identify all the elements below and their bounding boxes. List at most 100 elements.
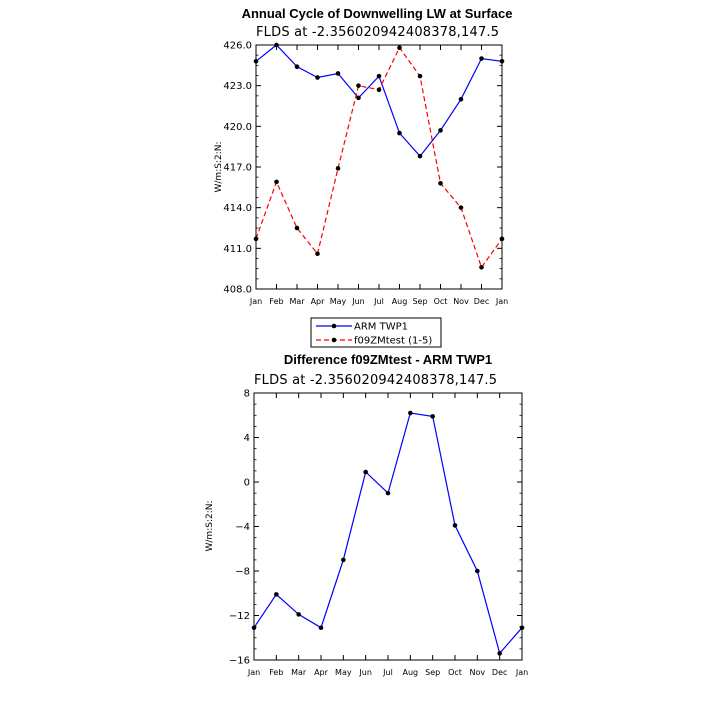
chart-top-ytick-label: 423.0 — [223, 81, 252, 92]
chart-top-xtick-label: Sep — [412, 297, 427, 306]
chart-top-data-point — [417, 153, 423, 159]
chart-top-data-point — [479, 265, 484, 270]
chart-top-ytick-label: 417.0 — [223, 163, 252, 174]
chart-bottom-xtick-label: Feb — [269, 668, 283, 677]
chart-bottom: Difference f09ZMtest - ARM TWP1 FLDS at … — [205, 352, 528, 677]
chart-bottom-xtick-label: Mar — [291, 668, 307, 677]
chart-top-y-axis: 408.0 411.0 414.0 417.0 420.0 423.0 426.0 — [223, 41, 502, 296]
chart-top-xtick-label: Jan — [495, 297, 508, 306]
chart-top-data-point — [274, 42, 279, 48]
chart-top-data-point — [479, 56, 484, 61]
chart-bottom-data-point — [251, 625, 257, 631]
chart-top-series-line-1 — [255, 46, 503, 269]
chart-bottom-data-point — [408, 410, 413, 416]
chart-bottom-series — [251, 410, 525, 656]
chart-bottom-xtick-label: Aug — [403, 668, 419, 677]
chart-bottom-data-point — [341, 557, 346, 563]
chart-bottom-title: Difference f09ZMtest - ARM TWP1 — [284, 352, 492, 367]
legend-label-arm: ARM TWP1 — [354, 322, 408, 333]
chart-bottom-ytick-label: −16 — [229, 656, 250, 667]
chart-top-xtick-label: Jun — [351, 297, 365, 306]
chart-top-ytick-label: 420.0 — [223, 122, 252, 133]
chart-top-title: Annual Cycle of Downwelling LW at Surfac… — [242, 6, 513, 21]
chart-bottom-plot-area — [253, 392, 523, 661]
chart-top-data-point — [356, 83, 361, 88]
chart-top-data-point — [499, 58, 505, 64]
chart-top-data-point — [315, 75, 320, 80]
chart-bottom-data-point — [430, 414, 435, 419]
chart-top-legend: ARM TWP1 f09ZMtest (1-5) — [310, 317, 442, 348]
chart-bottom-xtick-label: May — [335, 668, 352, 677]
chart-top-xtick-label: Oct — [434, 297, 448, 306]
chart-top-xtick-label: May — [330, 297, 347, 306]
chart-top-series — [253, 42, 505, 270]
chart-top-data-point — [458, 96, 464, 102]
chart-bottom-data-point — [497, 651, 502, 656]
chart-bottom-ytick-label: −4 — [235, 522, 250, 533]
chart-bottom-xtick-label: Oct — [448, 668, 462, 677]
chart-top-subtitle: FLDS at -2.356020942408378,147.5 — [256, 25, 499, 40]
chart-top-data-point — [294, 64, 300, 69]
chart-bottom-ytick-label: 0 — [244, 478, 250, 489]
chart-bottom-data-point — [363, 469, 368, 475]
chart-top-xtick-label: Mar — [289, 297, 305, 306]
chart-bottom-ytick-label: 4 — [244, 433, 250, 444]
chart-bottom-xtick-label: Jan — [515, 668, 528, 677]
chart-top-data-point — [458, 205, 464, 210]
chart-top-data-point — [376, 87, 382, 93]
chart-bottom-subtitle: FLDS at -2.356020942408378,147.5 — [254, 373, 497, 388]
chart-top-series-line-0 — [255, 44, 503, 158]
chart-bottom-xtick-label: Apr — [314, 668, 329, 677]
chart-bottom-xtick-label: Jun — [358, 668, 372, 677]
chart-bottom-x-axis: Jan Feb Mar Apr May Jun Jul Aug Sep Oct Nov Dec Jan — [247, 393, 528, 677]
chart-bottom-data-point — [452, 523, 458, 528]
chart-top-xtick-label: Feb — [269, 297, 283, 306]
chart-top-xtick-label: Dec — [474, 297, 489, 306]
chart-top-data-point — [274, 179, 279, 185]
chart-top-xtick-label: Aug — [392, 297, 408, 306]
chart-top-xtick-label: Jan — [249, 297, 262, 306]
chart-bottom-data-point — [296, 612, 301, 617]
chart-bottom-xtick-label: Dec — [492, 668, 507, 677]
chart-top-data-point — [253, 58, 259, 64]
chart-bottom-ytick-label: 8 — [244, 389, 250, 400]
chart-bottom-data-point — [519, 625, 525, 631]
legend-marker-model — [331, 337, 337, 343]
legend-box — [310, 317, 442, 348]
chart-top-ytick-label: 426.0 — [223, 41, 252, 52]
chart-top-data-point — [397, 130, 402, 136]
chart-bottom-data-point — [475, 568, 480, 574]
chart-bottom-y-axis: 8 4 0 −4 −8 −12 −16 — [229, 389, 522, 667]
chart-top-xtick-label: Nov — [453, 297, 469, 306]
chart-top-ytick-label: 408.0 — [223, 285, 252, 296]
chart-top-data-point — [438, 128, 443, 133]
chart-top-data-point — [356, 95, 361, 101]
legend-marker-arm — [331, 323, 337, 329]
chart-top-data-point — [253, 236, 259, 242]
chart-top: Annual Cycle of Downwelling LW at Surfac… — [214, 6, 513, 348]
chart-top-x-axis: Jan Feb Mar Apr May Jun Jul Aug Sep Oct Nov Dec Jan — [249, 45, 508, 306]
chart-bottom-data-point — [318, 625, 324, 631]
chart-top-data-point — [499, 236, 505, 242]
chart-top-data-point — [397, 45, 402, 51]
chart-bottom-xtick-label: Jul — [382, 668, 393, 677]
chart-top-xtick-label: Jul — [373, 297, 384, 306]
chart-top-xtick-label: Apr — [311, 297, 326, 306]
chart-bottom-ylabel: W/m:S:2:N: — [205, 501, 215, 552]
chart-top-data-point — [438, 180, 443, 186]
chart-bottom-xtick-label: Nov — [470, 668, 486, 677]
chart-top-plot-area — [255, 44, 503, 290]
chart-top-data-point — [335, 166, 341, 171]
chart-bottom-series-line-0 — [253, 412, 523, 655]
chart-top-ytick-label: 411.0 — [223, 244, 252, 255]
chart-bottom-ytick-label: −12 — [229, 611, 250, 622]
chart-bottom-data-point — [385, 490, 391, 496]
chart-bottom-xtick-label: Jan — [247, 668, 260, 677]
chart-bottom-ytick-label: −8 — [235, 567, 250, 578]
chart-top-ytick-label: 414.0 — [223, 203, 252, 214]
chart-bottom-data-point — [274, 592, 279, 597]
chart-top-data-point — [315, 251, 320, 257]
chart-top-data-point — [417, 73, 423, 79]
chart-top-data-point — [376, 73, 382, 79]
chart-bottom-xtick-label: Sep — [425, 668, 440, 677]
